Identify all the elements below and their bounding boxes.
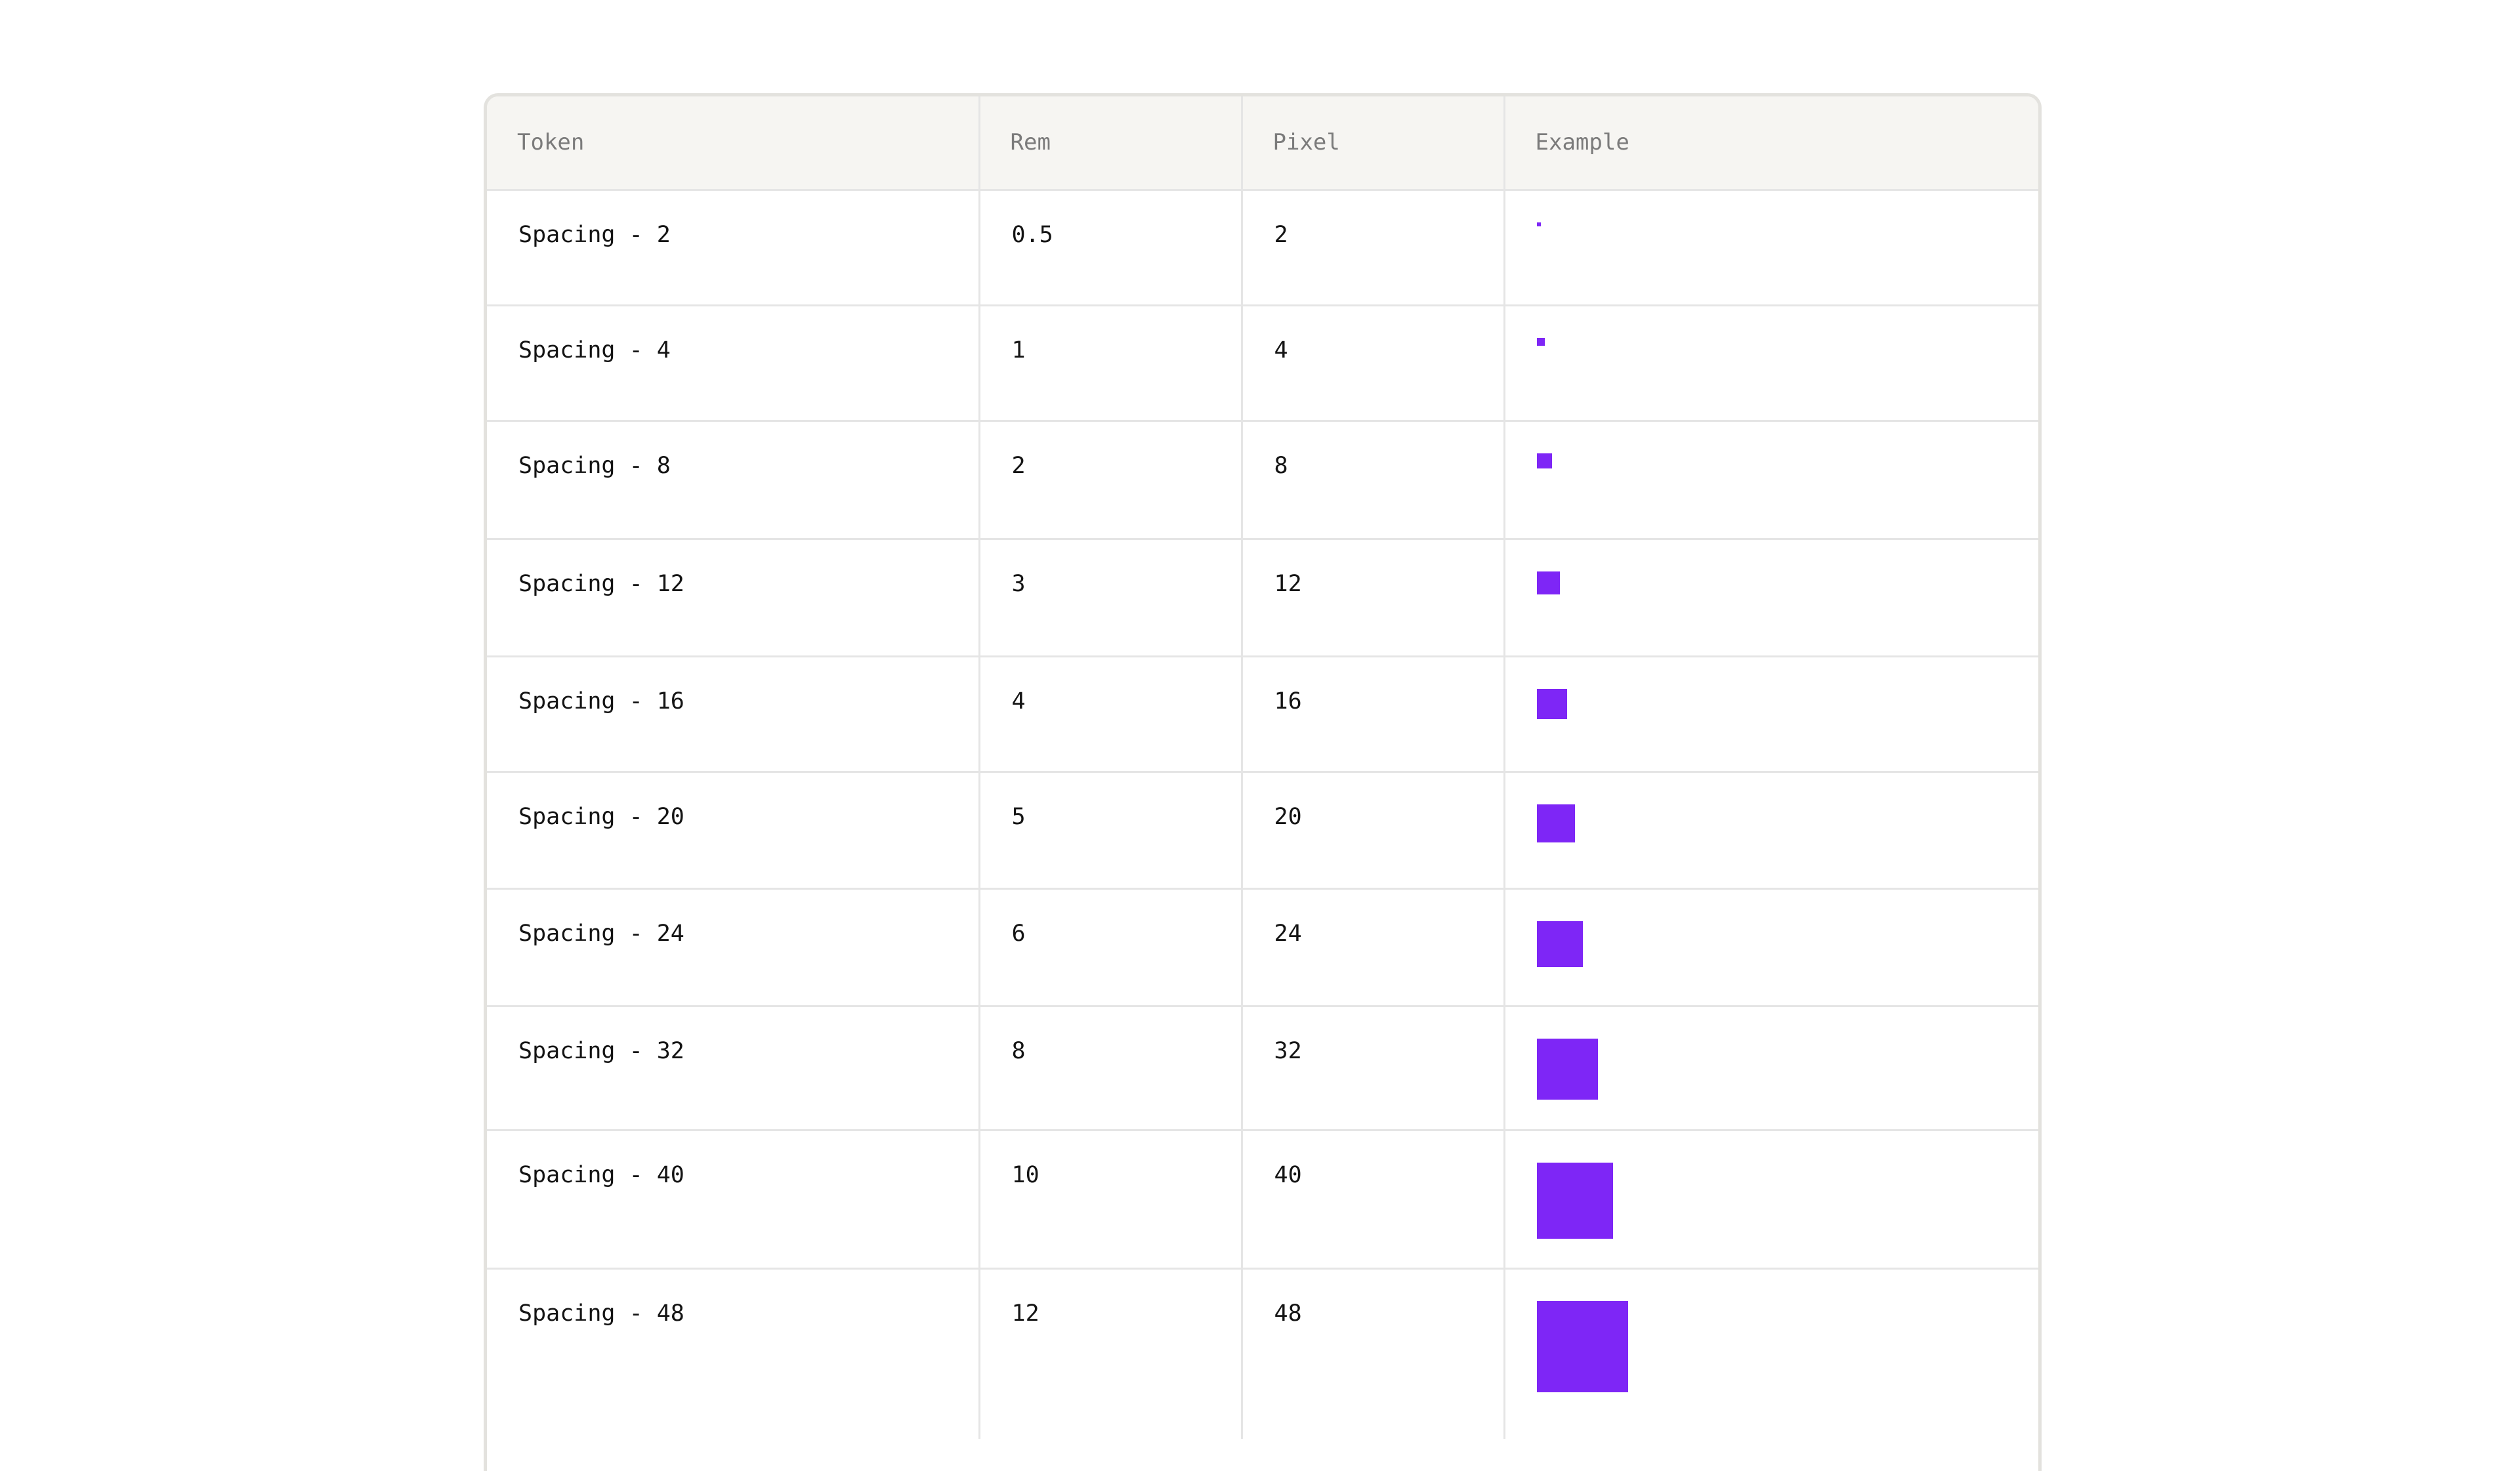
- pixel-cell: 12: [1240, 537, 1504, 656]
- pixel-cell: 32: [1240, 1005, 1504, 1130]
- table-row: Spacing - 48 12 48: [487, 1267, 2038, 1439]
- pixel-cell: 8: [1240, 419, 1504, 539]
- pixel-cell: 48: [1240, 1267, 1504, 1439]
- token-cell: Spacing - 48: [487, 1267, 979, 1439]
- spacing-swatch: [1536, 1162, 1613, 1239]
- rem-cell: 8: [978, 1005, 1242, 1130]
- pixel-cell: 4: [1240, 304, 1504, 421]
- example-cell: [1503, 887, 2038, 1006]
- spacing-swatch: [1536, 453, 1552, 468]
- token-cell: Spacing - 24: [487, 887, 979, 1006]
- table-row: Spacing - 4 1 4: [487, 304, 2038, 421]
- table-header-row: Token Rem Pixel Example: [487, 96, 2038, 191]
- pixel-cell: 40: [1240, 1129, 1504, 1268]
- column-header-example: Example: [1503, 96, 2038, 191]
- spacing-swatch: [1536, 1038, 1598, 1100]
- column-header-rem: Rem: [978, 96, 1242, 191]
- spacing-swatch: [1536, 921, 1583, 967]
- spacing-swatch: [1536, 1300, 1628, 1392]
- token-cell: Spacing - 16: [487, 655, 979, 772]
- spacing-table-card: Token Rem Pixel Example Spacing - 2 0.5 …: [484, 93, 2042, 1471]
- example-cell: [1503, 419, 2038, 539]
- token-cell: Spacing - 4: [487, 304, 979, 421]
- spacing-swatch: [1536, 688, 1567, 719]
- table-row: Spacing - 40 10 40: [487, 1129, 2038, 1268]
- table-row: Spacing - 12 3 12: [487, 537, 2038, 656]
- token-cell: Spacing - 12: [487, 537, 979, 656]
- spacing-tokens-table: Token Rem Pixel Example Spacing - 2 0.5 …: [487, 96, 2038, 1439]
- table-row: Spacing - 20 5 20: [487, 770, 2038, 888]
- rem-cell: 3: [978, 537, 1242, 656]
- rem-cell: 12: [978, 1267, 1242, 1439]
- example-cell: [1503, 304, 2038, 421]
- table-row: Spacing - 2 0.5 2: [487, 190, 2038, 305]
- token-cell: Spacing - 32: [487, 1005, 979, 1130]
- rem-cell: 0.5: [978, 190, 1242, 305]
- example-cell: [1503, 190, 2038, 305]
- column-header-pixel: Pixel: [1240, 96, 1504, 191]
- rem-cell: 2: [978, 419, 1242, 539]
- pixel-cell: 2: [1240, 190, 1504, 305]
- token-cell: Spacing - 2: [518, 221, 671, 248]
- token-cell: Spacing - 8: [487, 419, 979, 539]
- pixel-cell: 24: [1240, 887, 1504, 1006]
- spacing-swatch: [1536, 804, 1575, 842]
- spacing-swatch: [1536, 571, 1560, 594]
- example-cell: [1503, 1267, 2038, 1439]
- token-cell: Spacing - 40: [487, 1129, 979, 1268]
- rem-cell: 4: [978, 655, 1242, 772]
- example-cell: [1503, 537, 2038, 656]
- column-header-token: Token: [487, 96, 979, 191]
- spacing-swatch: [1536, 222, 1541, 226]
- example-cell: [1503, 770, 2038, 888]
- table-row: Spacing - 8 2 8: [487, 419, 2038, 539]
- rem-cell: 10: [978, 1129, 1242, 1268]
- pixel-cell: 16: [1240, 655, 1504, 772]
- spacing-swatch: [1536, 337, 1545, 346]
- token-cell: Spacing - 20: [487, 770, 979, 888]
- table-row: Spacing - 16 4 16: [487, 655, 2038, 772]
- table-row: Spacing - 24 6 24: [487, 887, 2038, 1006]
- example-cell: [1503, 655, 2038, 772]
- table-row: Spacing - 32 8 32: [487, 1005, 2038, 1130]
- rem-cell: 1: [978, 304, 1242, 421]
- example-cell: [1503, 1005, 2038, 1130]
- pixel-cell: 20: [1240, 770, 1504, 888]
- rem-cell: 5: [978, 770, 1242, 888]
- rem-cell: 6: [978, 887, 1242, 1006]
- example-cell: [1503, 1129, 2038, 1268]
